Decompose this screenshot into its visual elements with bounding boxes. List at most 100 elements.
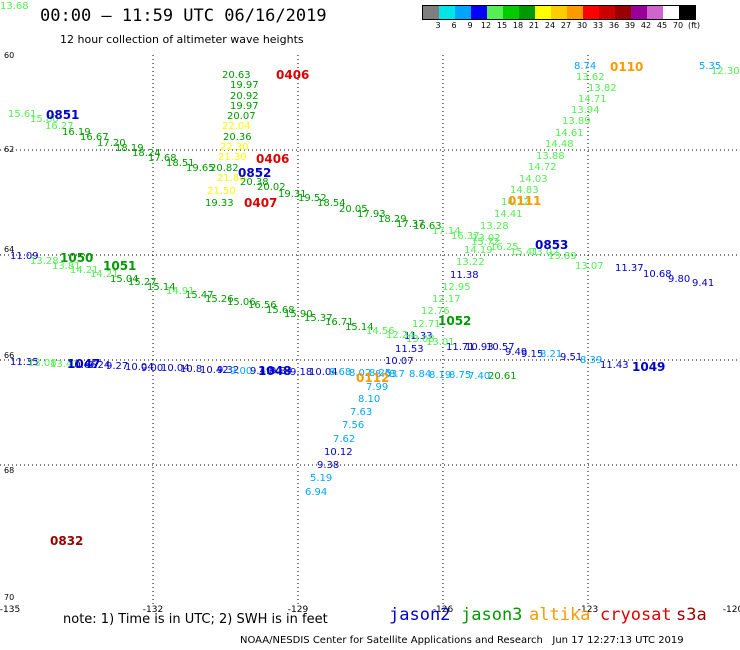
wave-height-label: 7.63 xyxy=(350,407,372,418)
wave-height-label: 17.68 xyxy=(148,153,177,164)
wave-height-label: 10.04 xyxy=(161,363,190,374)
pass-time-label: 0832 xyxy=(50,534,83,548)
wave-height-label: 13.28 xyxy=(480,221,509,232)
legend-swatch xyxy=(471,6,487,19)
wave-height-label: 8.25 xyxy=(369,368,391,379)
wave-height-label: 19.65 xyxy=(186,163,215,174)
legend-jason3: jason3 xyxy=(461,605,523,625)
wave-height-label: 14.83 xyxy=(510,185,539,196)
pass-time-label: 0110 xyxy=(610,60,643,74)
legend-color-bar xyxy=(422,5,696,20)
wave-height-label: 5.19 xyxy=(310,473,332,484)
wave-height-label: 21.30 xyxy=(218,152,247,163)
wave-height-label: 9.15 xyxy=(521,349,543,360)
wave-height-label: 10.66 xyxy=(68,360,97,371)
wave-height-label: 13.01 xyxy=(426,337,455,348)
wave-height-label: 14.21 xyxy=(70,265,99,276)
wave-height-label: 20.61 xyxy=(488,371,517,382)
wave-height-label: 15.26 xyxy=(205,294,234,305)
wave-height-label: 11.33 xyxy=(404,331,433,342)
pass-time-label: 0853 xyxy=(535,238,568,252)
wave-height-label: 10.8 xyxy=(180,364,202,375)
lat-tick-label: 66 xyxy=(4,351,14,360)
legend-label: 15 xyxy=(496,21,508,30)
lon-tick-label: -123 xyxy=(578,605,598,615)
wave-height-label: 9.49 xyxy=(505,347,527,358)
wave-height-label: 20.92 xyxy=(230,91,259,102)
wave-height-label: 15.72 xyxy=(471,237,500,248)
wave-height-label: 13.89 xyxy=(548,251,577,262)
wave-height-label: 9.32 xyxy=(217,365,239,376)
legend-label: 12 xyxy=(480,21,492,30)
legend-label: 21 xyxy=(528,21,540,30)
wave-height-label: 19.97 xyxy=(230,101,259,112)
wave-height-label: 12.76 xyxy=(421,306,450,317)
wave-height-label: 13.89 xyxy=(562,116,591,127)
wave-height-label: 13.08 xyxy=(406,334,435,345)
pass-time-label: 0851 xyxy=(46,108,79,122)
wave-height-label: 20.02 xyxy=(257,182,286,193)
wave-height-label: 16.19 xyxy=(62,127,91,138)
credit-line: NOAA/NESDIS Center for Satellite Applica… xyxy=(240,635,684,646)
wave-height-label: 16.27 xyxy=(45,121,74,132)
color-legend: 3 6 9 12 15 18 21 24 27 30 33 36 39 42 45 70 (ft) xyxy=(422,5,700,32)
legend-label: 24 xyxy=(544,21,556,30)
legend-label: (ft) xyxy=(687,21,701,30)
wave-height-label: 12.95 xyxy=(442,282,471,293)
wave-height-label: 18.54 xyxy=(317,198,346,209)
wave-height-label: 15.27 xyxy=(128,277,157,288)
legend-swatch xyxy=(535,6,551,19)
wave-height-label: 18.24 xyxy=(132,148,161,159)
wave-height-label: 16.25 xyxy=(490,242,519,253)
legend-swatch xyxy=(631,6,647,19)
map-grid xyxy=(0,55,740,605)
wave-height-label: 9.80 xyxy=(668,274,690,285)
wave-height-label: 20.38 xyxy=(240,177,269,188)
wave-height-label: 15.14 xyxy=(345,322,374,333)
wave-height-label: 14.56 xyxy=(366,326,395,337)
wave-height-label: 15.90 xyxy=(284,309,313,320)
wave-height-label: 13.68 xyxy=(0,1,29,12)
wave-height-label: 9.41 xyxy=(692,278,714,289)
legend-label: 6 xyxy=(451,21,457,30)
pass-time-label: 1052 xyxy=(438,314,471,328)
pass-time-label: 1050 xyxy=(60,251,93,265)
legend-swatch xyxy=(599,6,615,19)
wave-height-label: 16.63 xyxy=(413,221,442,232)
wave-height-label: 14.72 xyxy=(501,197,530,208)
legend-label: 39 xyxy=(624,21,636,30)
lon-tick-label: -120 xyxy=(723,605,740,615)
wave-height-label: 22.30 xyxy=(220,142,249,153)
wave-height-label: 21.80 xyxy=(217,173,246,184)
wave-height-label: 18.51 xyxy=(166,158,195,169)
wave-height-label: 10.04 xyxy=(309,367,338,378)
time-labels: 0406085104060852040701100111085310501051… xyxy=(46,60,665,548)
pass-time-label: 1048 xyxy=(258,364,291,378)
wave-height-label: 15.80 xyxy=(30,114,59,125)
page-subtitle: 12 hour collection of altimeter wave hei… xyxy=(60,33,304,46)
wave-height-label: 13.02 xyxy=(530,247,559,258)
legend-s3a: s3a xyxy=(676,605,707,625)
wave-height-label: 17.20 xyxy=(97,138,126,149)
wave-height-label: 12.71 xyxy=(412,319,441,330)
wave-height-label: 9.38 xyxy=(317,460,339,471)
lon-tick-label: -132 xyxy=(143,605,163,615)
wave-height-label: 13.41 xyxy=(50,359,79,370)
wave-height-label: 8.63 xyxy=(375,369,397,380)
wave-height-label: 22.04 xyxy=(222,121,251,132)
wave-height-label: 8.10 xyxy=(358,394,380,405)
wave-height-label: 8.19 xyxy=(429,370,451,381)
wave-height-label: 10.42 xyxy=(200,365,229,376)
wave-height-label: 20.36 xyxy=(223,132,252,143)
wave-height-label: 11.38 xyxy=(450,270,479,281)
lat-tick-label: 62 xyxy=(4,145,14,154)
wave-height-label: 10.93 xyxy=(465,342,494,353)
wave-height-label: 15.37 xyxy=(304,313,333,324)
wave-height-label: 14.21 xyxy=(90,269,119,280)
wave-height-label: 10.12 xyxy=(324,447,353,458)
wave-height-label: 20.82 xyxy=(210,163,239,174)
wave-height-label: 8.84 xyxy=(409,369,431,380)
lat-tick-label: 68 xyxy=(4,466,14,475)
wave-height-label: 16.37 xyxy=(451,231,480,242)
wave-height-label: 20.07 xyxy=(227,111,256,122)
